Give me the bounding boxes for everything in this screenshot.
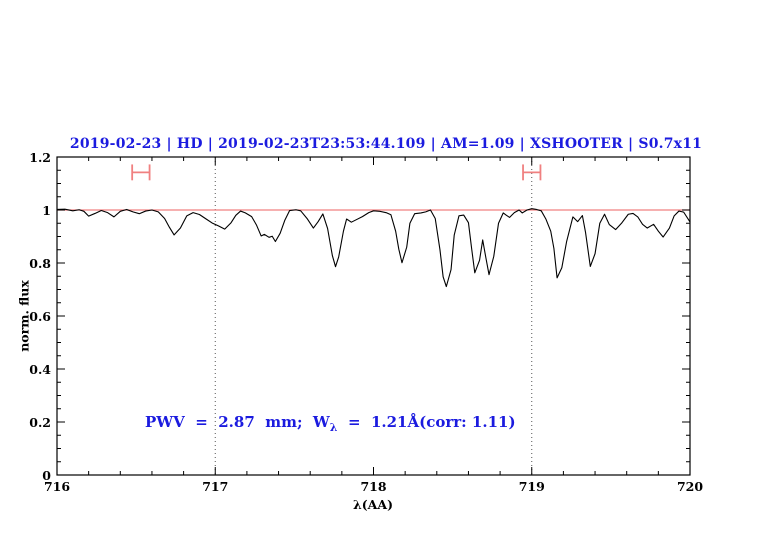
annotation-prefix: PWV = 2.87 mm; W [145,413,330,431]
pwv-range-markers [131,164,542,181]
plot-frame [56,156,691,476]
y-tick-label: 0 [42,468,51,483]
x-axis-label: λ(AA) [353,497,393,512]
annotation-suffix: = 1.21Å(corr: 1.11) [337,413,516,431]
plot-border [56,156,691,476]
x-tick-label: 719 [518,479,545,494]
range-marker [522,164,542,181]
spectrum-curve [56,208,691,288]
x-tick-label: 720 [676,479,704,494]
pwv-annotation: PWV = 2.87 mm; Wλ = 1.21Å(corr: 1.11) [145,413,516,434]
range-marker [131,164,151,181]
spectrum-polyline [56,208,691,288]
x-tick-label: 718 [360,479,387,494]
y-tick-label: 0.6 [29,309,51,324]
x-tick-label: 717 [202,479,229,494]
y-tick-label: 1 [42,203,51,218]
y-tick-label: 1.2 [29,150,51,165]
y-tick-label: 0.8 [29,256,51,271]
annotation-lambda-subscript: λ [329,421,338,434]
y-tick-label: 0.4 [29,362,51,377]
x-tick-label: 716 [43,479,71,494]
plot-title: 2019-02-23 | HD | 2019-02-23T23:53:44.10… [69,136,703,152]
y-tick-label: 0.2 [29,415,51,430]
